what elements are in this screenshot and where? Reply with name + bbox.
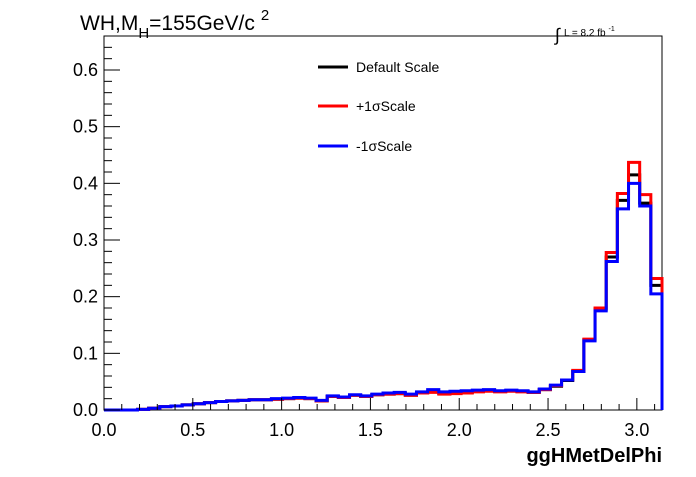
x-tick-label: 1.0 (269, 420, 294, 440)
x-tick-label: 0.0 (91, 420, 116, 440)
x-tick-label: 3.0 (624, 420, 649, 440)
integral-symbol: ∫ (553, 25, 561, 45)
plot-frame (103, 35, 663, 411)
series-layer (104, 160, 664, 412)
legend-label-minus1sigma: -1σScale (356, 138, 412, 154)
lumi-text: L = 8.2 fb (564, 28, 606, 39)
x-axis-label: ggHMetDelPhi (526, 445, 662, 467)
lumi-label: ∫ L = 8.2 fb -1 (553, 25, 615, 45)
y-tick-label: 0.1 (73, 343, 98, 363)
x-tick-label: 1.5 (358, 420, 383, 440)
chart-title-subscript: H (138, 25, 149, 42)
series-minus1sigma-scale (104, 181, 664, 412)
y-tick-label: 0.3 (73, 230, 98, 250)
y-tick-label: 0.4 (73, 173, 98, 193)
legend-label-default: Default Scale (356, 59, 439, 75)
y-tick-label: 0.0 (73, 400, 98, 420)
legend-label-plus1sigma: +1σScale (356, 98, 416, 114)
series-default-scale (104, 173, 664, 412)
lumi-superscript: -1 (609, 26, 615, 33)
axis-ticks-layer: 0.0 0.5 1.0 1.5 2.0 2.5 3.0 0.0 0.1 0.2 0.3 0.4 0.5 0… (73, 35, 656, 440)
chart-title-superscript: 2 (261, 7, 269, 24)
y-tick-label: 0.2 (73, 287, 98, 307)
x-tick-label: 0.5 (180, 420, 205, 440)
y-tick-label: 0.5 (73, 117, 98, 137)
chart-title: WH,MH=155GeV/c 2 (80, 7, 269, 42)
chart-title-main: WH,M (80, 12, 138, 35)
x-tick-label: 2.0 (447, 420, 472, 440)
plot-frame-layer (103, 35, 663, 411)
legend: Default Scale +1σScale -1σScale (318, 59, 439, 154)
y-tick-label: 0.6 (73, 60, 98, 80)
x-tick-label: 2.5 (536, 420, 561, 440)
chart-title-unit: =155GeV/c (149, 12, 255, 35)
